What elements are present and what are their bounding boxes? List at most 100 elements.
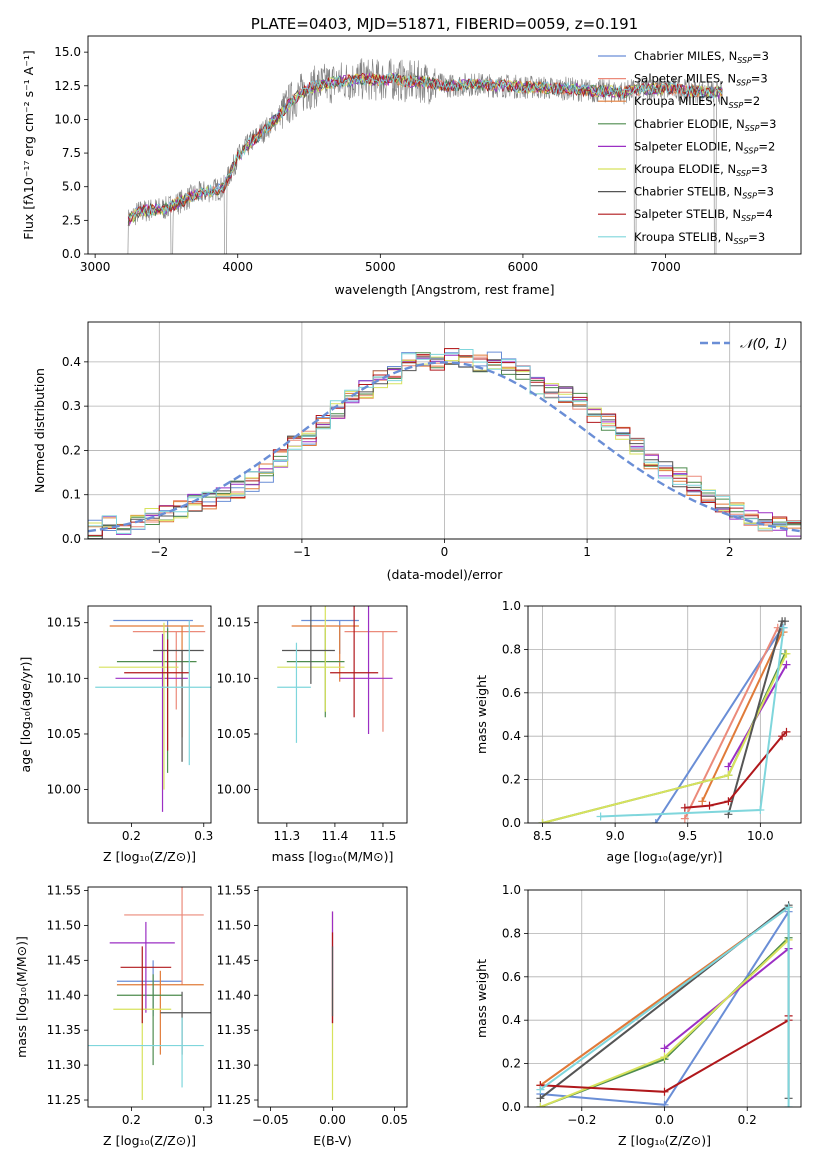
y-tick-label: 10.00 [47,783,81,797]
x-axis-label: wavelength [Angstrom, rest frame] [334,282,554,297]
plus-marker [660,1087,669,1096]
plus-marker [660,1100,669,1107]
y-tick-label: 1.0 [502,883,521,897]
plus-marker [779,623,788,632]
x-axis-label: mass [log₁₀(M/M⊙)] [272,849,394,864]
y-tick-label: 0.0 [62,247,81,261]
x-tick-label: 6000 [508,260,539,274]
y-tick-label: 11.45 [217,953,251,967]
y-tick-label: 11.55 [47,883,81,897]
plus-marker [724,762,733,771]
y-tick-label: 0.0 [502,816,521,830]
weight-series-line [683,627,779,820]
y-tick-label: 0.0 [502,1100,521,1114]
x-tick-label: 4000 [222,260,253,274]
weight-vs-age-panel: 8.5 9.0 9.5 10.0 0.0 0.2 0.4 0.6 0.8 1.0 age [log₁… [474,599,802,864]
legend-entry: Chabrier ELODIE, NSSP=3 [634,117,776,133]
plus-marker [778,732,787,741]
x-tick-label: 9.0 [606,829,625,843]
errorbar-point [124,639,190,751]
errorbar-point [282,606,335,684]
plus-marker [782,649,791,658]
x-axis-label: Z [log₁₀(Z/Z⊙)] [618,1133,711,1148]
legend-entry: Salpeter STELIB, NSSP=4 [634,207,773,223]
y-tick-label: 7.5 [62,146,81,160]
x-tick-label: −0.05 [252,1113,289,1127]
x-tick-label: 0.2 [122,829,141,843]
y-axis-label: mass weight [474,959,489,1038]
errorbar-point [113,619,193,688]
errorbar-point [95,620,211,766]
model-spectrum-line [127,73,723,226]
model-spectrum-line [127,73,723,223]
age-vs-metallicity-panel: 0.2 0.3 10.00 10.05 10.10 10.15 Z [log₁₀(Z/Z⊙)… [18,605,213,864]
model-spectrum-line [127,72,723,222]
x-tick-label: 0 [441,545,449,559]
weight-series-line [600,627,785,818]
plus-marker [781,617,790,626]
legend-entry: Kroupa STELIB, NSSP=3 [634,230,765,246]
y-tick-label: 10.0 [54,112,81,126]
y-tick-label: 0.3 [62,399,81,413]
errorbar-point [116,974,183,1066]
y-tick-label: 11.35 [47,1023,81,1037]
x-tick-label: 11.3 [273,829,300,843]
y-tick-label: 5.0 [62,180,81,194]
y-axis-label: Normed distribution [32,368,47,493]
y-tick-label: 0.2 [502,773,521,787]
x-tick-label: 0.05 [381,1113,408,1127]
errorbar-point [120,946,172,1024]
errorbar-point [88,1017,204,1088]
plus-marker [680,803,689,812]
x-tick-label: 3000 [80,260,111,274]
legend-entry: Kroupa MILES, NSSP=2 [634,94,760,110]
model-spectrum-line [127,72,723,222]
histogram-series [88,349,801,539]
x-tick-label: 2 [726,545,734,559]
model-spectrum-line [127,72,722,227]
plus-marker [698,797,707,806]
y-tick-label: 10.05 [217,727,251,741]
x-axis-label: Z [log₁₀(Z/Z⊙)] [103,849,196,864]
x-tick-label: 0.00 [319,1113,346,1127]
plus-marker [724,797,733,806]
axes-frame [87,605,212,824]
x-tick-label: 5000 [365,260,396,274]
y-tick-label: 11.50 [217,918,251,932]
x-tick-label: −0.2 [567,1113,596,1127]
y-tick-label: 11.30 [47,1058,81,1072]
plus-marker [782,660,791,669]
weight-vs-metallicity-panel: −0.2 0.0 0.2 0.0 0.2 0.4 0.6 0.8 1.0 Z [log₁₀(Z/Z… [474,883,802,1148]
model-spectrum-line [127,72,723,225]
x-axis-label: E(B-V) [313,1133,352,1148]
plus-marker [538,819,547,823]
y-tick-label: 0.1 [62,488,81,502]
axes-frame [257,886,408,1108]
plus-marker [536,1094,545,1103]
y-tick-label: 0.4 [502,1013,521,1027]
legend-entry: Chabrier MILES, NSSP=3 [634,49,769,65]
y-tick-label: 11.45 [47,953,81,967]
x-tick-label: 1 [583,545,591,559]
y-tick-label: 0.8 [502,642,521,656]
model-spectrum-line [127,72,723,226]
plus-marker [596,812,605,821]
x-tick-label: 0.2 [122,1113,141,1127]
plus-marker [536,1103,545,1107]
y-tick-label: 0.2 [502,1057,521,1071]
y-tick-label: 12.5 [54,79,81,93]
y-axis-label: mass weight [474,675,489,754]
y-tick-label: 10.10 [47,671,81,685]
y-axis-label: mass [log₁₀(M/M⊙)] [14,936,29,1058]
x-axis-label: age [log₁₀(age/yr)] [607,849,723,864]
errorbar-point [153,649,204,762]
x-tick-label: 0.3 [194,1113,213,1127]
plus-marker [784,1103,793,1107]
axes-frame [87,886,212,1108]
x-tick-label: 11.4 [322,829,349,843]
model-spectrum-line [127,73,723,219]
errorbar-point [330,606,379,718]
plus-marker [536,1085,545,1094]
legend-entry: Salpeter MILES, NSSP=3 [634,72,768,88]
y-tick-label: 11.25 [47,1093,81,1107]
